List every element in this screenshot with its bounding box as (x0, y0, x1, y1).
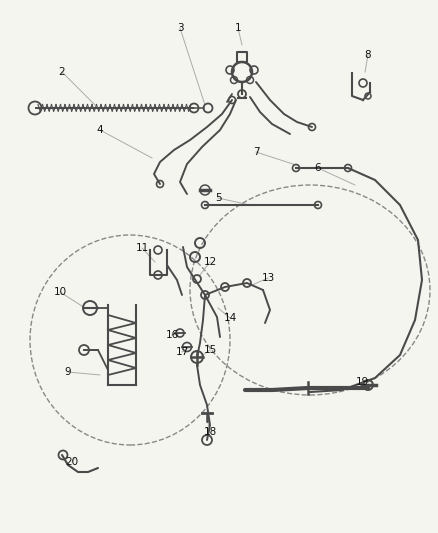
Text: 9: 9 (65, 367, 71, 377)
Text: 13: 13 (261, 273, 275, 283)
Text: 19: 19 (355, 377, 369, 387)
Text: 8: 8 (365, 50, 371, 60)
Text: 3: 3 (177, 23, 184, 33)
Text: 17: 17 (175, 347, 189, 357)
Text: 14: 14 (223, 313, 237, 323)
Text: 6: 6 (314, 163, 321, 173)
Text: 15: 15 (203, 345, 217, 355)
Text: 16: 16 (166, 330, 179, 340)
Text: 18: 18 (203, 427, 217, 437)
Text: 4: 4 (97, 125, 103, 135)
Text: 7: 7 (253, 147, 259, 157)
Text: 11: 11 (135, 243, 148, 253)
Text: 2: 2 (59, 67, 65, 77)
Text: 5: 5 (215, 193, 221, 203)
Text: 20: 20 (65, 457, 78, 467)
Text: 10: 10 (53, 287, 67, 297)
Text: 1: 1 (235, 23, 241, 33)
Text: 12: 12 (203, 257, 217, 267)
